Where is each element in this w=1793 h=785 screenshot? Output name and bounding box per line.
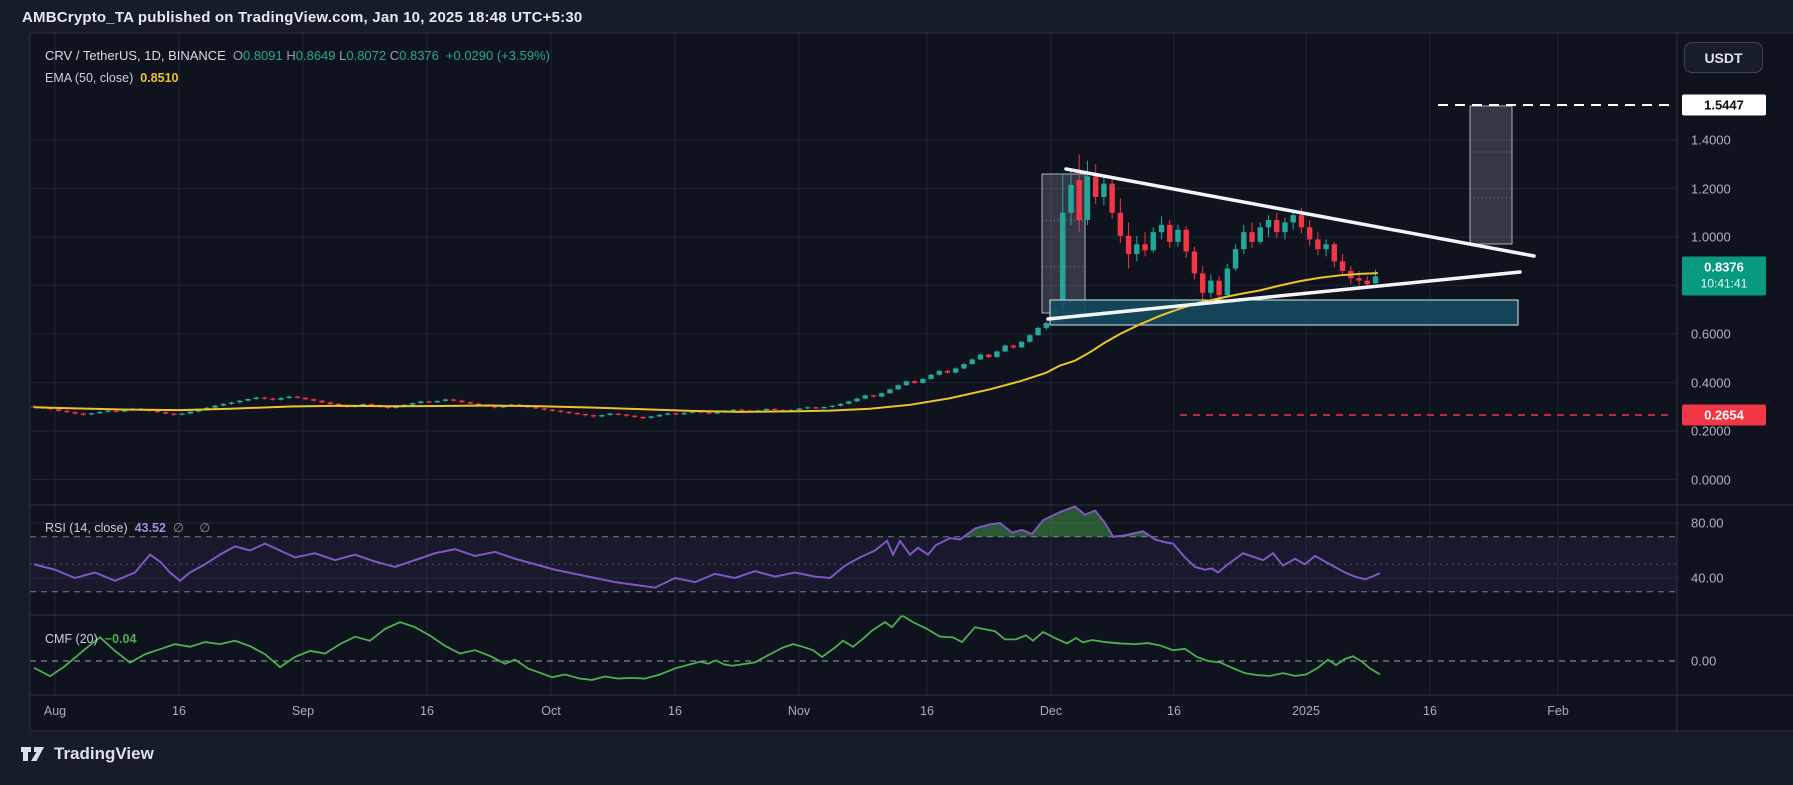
cmf-legend[interactable]: CMF (20) −0.04: [45, 632, 136, 646]
symbol-title: CRV / TetherUS, 1D, BINANCE: [45, 48, 226, 63]
rsi-bands-placeholder: ∅ ∅: [172, 521, 217, 535]
target-price-badge: 1.5447: [1682, 94, 1766, 116]
cmf-line: [33, 614, 1381, 681]
ohlc-value: 0.8072: [346, 48, 390, 63]
price-tick: 0.6000: [1691, 326, 1731, 342]
time-tick: 16: [920, 704, 934, 718]
ohlc-value: 0.8376: [399, 48, 439, 63]
ohlc-values: O0.8091 H0.8649 L0.8072 C0.8376: [233, 48, 439, 63]
descending-trendline: [1064, 167, 1536, 258]
currency-toggle-button[interactable]: USDT: [1684, 42, 1763, 73]
ohlc-key: C: [389, 48, 400, 63]
ascending-trendline: [1046, 270, 1522, 321]
tradingview-logo-icon: [21, 747, 44, 761]
price-tick: 0.2000: [1691, 423, 1731, 439]
time-tick: Oct: [541, 704, 561, 718]
tradingview-brand[interactable]: TradingView: [20, 743, 154, 765]
price-tick: 0.4000: [1691, 375, 1731, 390]
time-tick: Aug: [43, 704, 67, 718]
price-tick: 1.2000: [1691, 181, 1731, 196]
time-tick: Nov: [787, 704, 811, 718]
price-tick: 0.0000: [1691, 472, 1731, 487]
time-tick: 16: [172, 704, 186, 718]
change-value: +0.0290 (+3.59%): [445, 48, 550, 63]
rsi-value: 43.52: [134, 520, 166, 535]
alert-price-badge: 0.2654: [1682, 404, 1766, 426]
bar-countdown: 10:41:41: [1700, 276, 1748, 291]
time-tick: 2025: [1292, 704, 1320, 718]
ohlc-value: 0.8649: [295, 48, 340, 63]
rsi-label: RSI (14, close): [45, 520, 128, 535]
price-tick: 1.0000: [1691, 229, 1731, 245]
symbol-legend[interactable]: CRV / TetherUS, 1D, BINANCE O0.8091 H0.8…: [45, 48, 550, 63]
rsi-legend[interactable]: RSI (14, close) 43.52 ∅ ∅: [45, 520, 217, 536]
cmf-tick: 0.00: [1691, 653, 1717, 669]
cmf-label: CMF (20): [45, 632, 98, 646]
time-tick: 16: [1423, 704, 1437, 718]
projection-box: [1469, 105, 1513, 245]
cmf-value: −0.04: [104, 632, 137, 646]
ohlc-key: H: [286, 48, 296, 63]
rsi-line: [33, 505, 1381, 589]
time-tick: 16: [1167, 704, 1181, 718]
brand-text: TradingView: [54, 744, 154, 763]
last-price-badge: 0.8376 10:41:41: [1682, 256, 1766, 296]
time-tick: Sep: [291, 704, 315, 718]
ema-label: EMA (50, close): [45, 71, 134, 85]
time-tick: 16: [420, 704, 434, 718]
time-tick: Feb: [1547, 704, 1569, 718]
price-tick: 1.4000: [1691, 132, 1731, 148]
ema-line: [33, 272, 1379, 413]
rsi-tick: 80.00: [1691, 515, 1724, 531]
ema-legend[interactable]: EMA (50, close) 0.8510: [45, 71, 178, 85]
ohlc-key: L: [339, 48, 347, 63]
ohlc-key: O: [232, 48, 243, 63]
rsi-overbought-fill: [963, 506, 1113, 537]
candlestick-series: [31, 154, 1379, 420]
time-tick: Dec: [1039, 704, 1063, 718]
time-tick: 16: [668, 704, 682, 718]
last-price-value: 0.8376: [1704, 259, 1744, 275]
attribution-text: AMBCrypto_TA published on TradingView.co…: [22, 9, 583, 26]
ohlc-value: 0.8091: [242, 48, 287, 63]
ema-value: 0.8510: [140, 71, 179, 85]
rsi-tick: 40.00: [1691, 570, 1724, 586]
